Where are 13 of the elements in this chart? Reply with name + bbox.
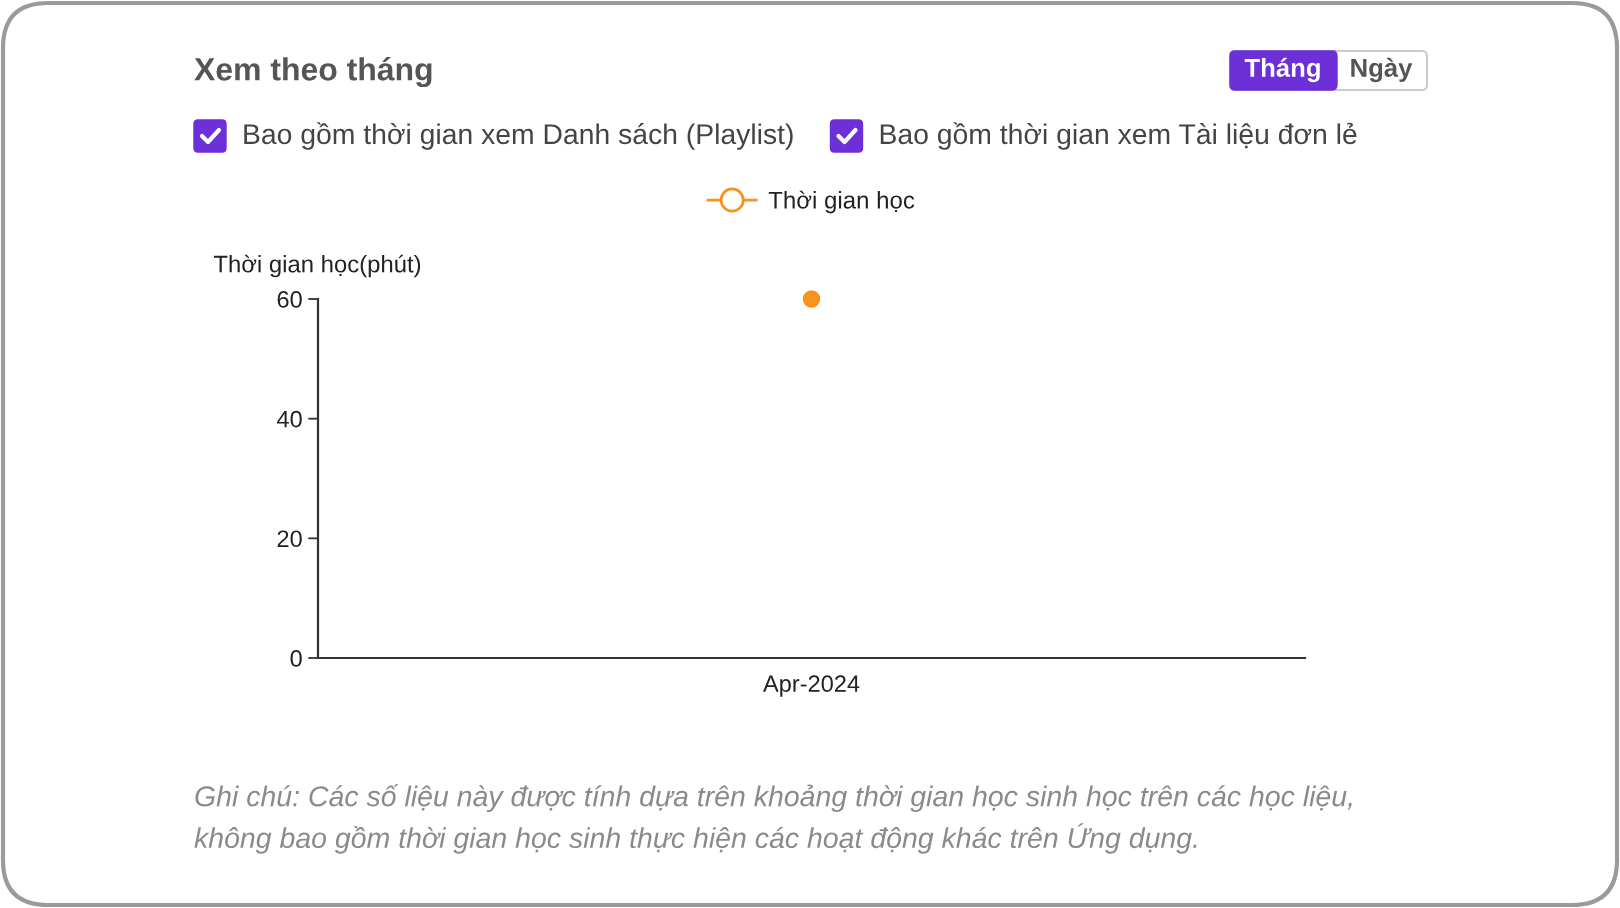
text: Tháng [1244,57,1320,83]
text: Bao gồm thời gian xem Danh sách (Playlist) [244,122,793,150]
y-axis-title: Thời gian học(phút) [213,254,421,278]
text: Ghi chú: Các số liệu này được tính dựa trên khoảng thời gian học sinh học trên các học liệu, không bao gồm thời gian học sinh thực hiện các hoạt động khác trên Ứng dụng. [194,784,1352,854]
y-tick-label: 0 [290,650,302,667]
y-tick-label: 40 [277,410,302,428]
text: Ngày [1351,57,1413,83]
legend-label: Thời gian học [768,190,915,214]
x-tick-label: Apr-2024 [762,675,860,697]
text: Bao gồm thời gian xem Tài liệu đơn lẻ [880,122,1357,150]
chart-title: Xem theo tháng [194,56,432,88]
y-tick-label: 60 [277,291,302,308]
y-tick-label: 20 [277,530,302,548]
